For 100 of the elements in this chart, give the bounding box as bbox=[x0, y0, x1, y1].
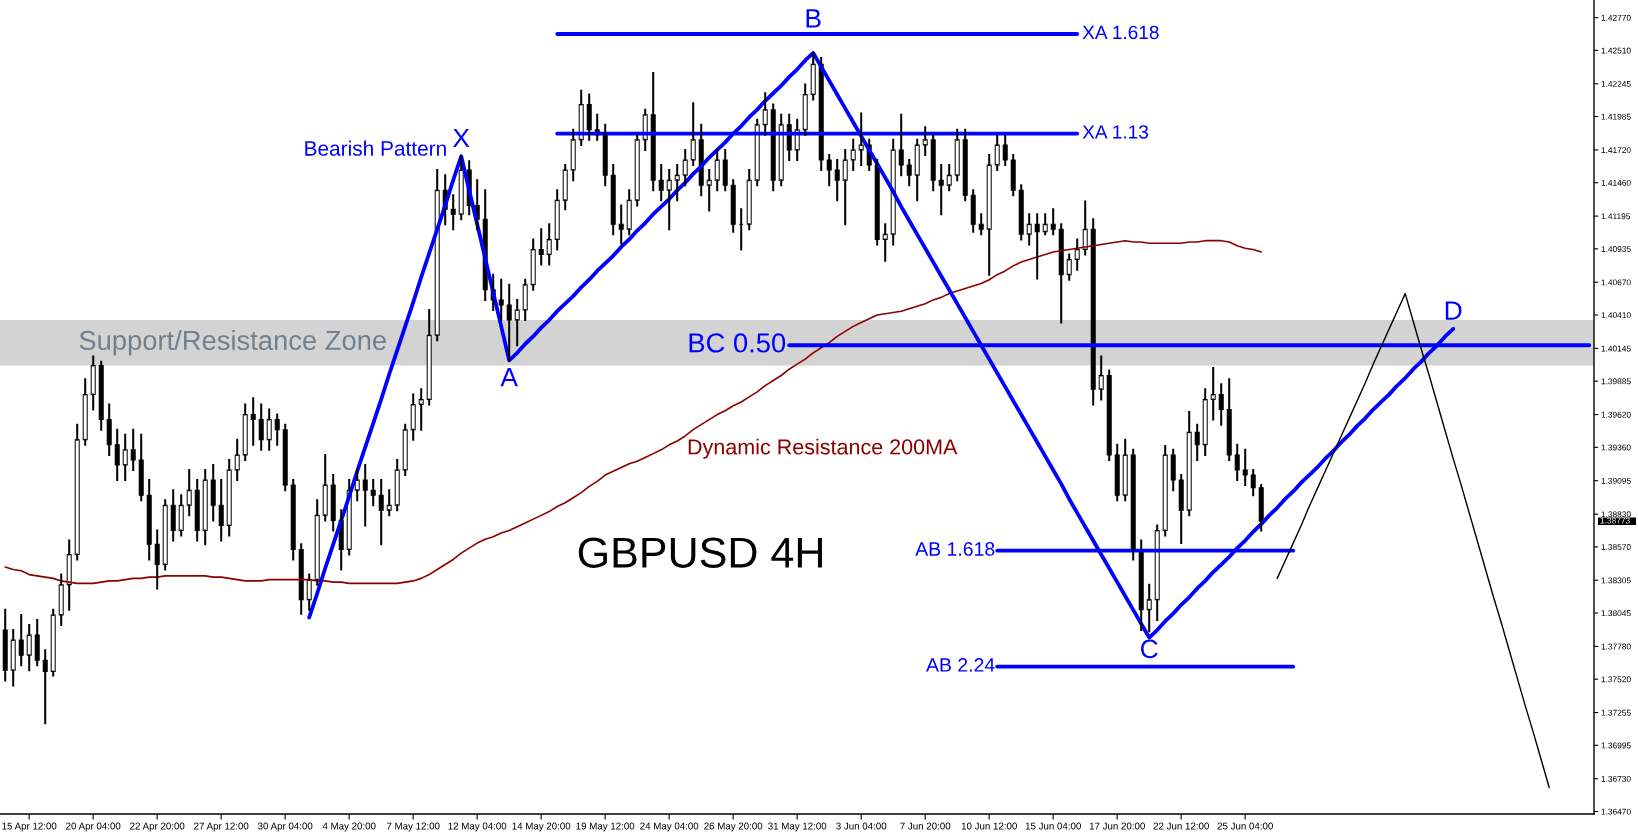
candlestick bbox=[602, 123, 608, 187]
candlestick bbox=[1146, 583, 1152, 633]
candlestick bbox=[306, 573, 312, 611]
text: 1.38773 bbox=[1600, 517, 1630, 524]
candlestick bbox=[162, 499, 168, 571]
candlestick bbox=[1170, 448, 1176, 492]
candlestick bbox=[434, 169, 440, 342]
candlestick bbox=[1242, 448, 1248, 487]
series-label: BC 0.50 bbox=[689, 333, 786, 353]
x-tick-label: 22 Jun 12:00 bbox=[1153, 822, 1209, 830]
candlestick bbox=[82, 378, 88, 446]
candlestick bbox=[154, 529, 160, 590]
candlestick bbox=[66, 539, 72, 611]
candlestick bbox=[242, 403, 248, 461]
candlestick bbox=[930, 133, 936, 192]
candlestick bbox=[690, 102, 696, 167]
candlestick bbox=[1090, 218, 1096, 406]
candlestick bbox=[1258, 484, 1264, 532]
x-tick-label: 31 May 12:00 bbox=[768, 822, 827, 832]
candlestick bbox=[522, 278, 528, 322]
candlestick bbox=[954, 128, 960, 182]
y-tick-label: 1.38830 bbox=[1601, 511, 1631, 518]
candlestick bbox=[778, 113, 784, 187]
candlestick bbox=[202, 469, 208, 546]
candlestick bbox=[834, 159, 840, 202]
x-tick-label: 3 Jun 04:00 bbox=[836, 822, 887, 830]
candlestick bbox=[1042, 213, 1048, 236]
candlestick bbox=[970, 189, 976, 233]
candlestick bbox=[458, 155, 464, 221]
x-tick-label: 27 Apr 12:00 bbox=[194, 822, 249, 832]
candlestick bbox=[130, 428, 136, 471]
y-tick-label: 1.39885 bbox=[1601, 378, 1631, 385]
candlestick bbox=[290, 479, 296, 561]
candlestick bbox=[666, 169, 672, 231]
candlestick bbox=[282, 423, 288, 492]
candlestick bbox=[178, 494, 184, 537]
y-tick-label: 1.41195 bbox=[1601, 213, 1631, 220]
candlestick bbox=[266, 408, 272, 451]
x-tick-label: 26 May 20:00 bbox=[704, 822, 763, 832]
candlestick bbox=[714, 148, 720, 192]
y-tick-label: 1.40145 bbox=[1601, 345, 1631, 352]
candlestick bbox=[402, 423, 408, 477]
candlestick bbox=[890, 138, 896, 246]
candlestick bbox=[754, 118, 760, 187]
candlestick bbox=[322, 453, 328, 522]
x-tick-label: 7 May 12:00 bbox=[386, 822, 440, 832]
candlestick bbox=[2, 608, 8, 682]
candlestick bbox=[1018, 184, 1024, 241]
candlestick bbox=[506, 283, 512, 362]
candlestick bbox=[274, 413, 280, 446]
y-tick-label: 1.41720 bbox=[1601, 147, 1631, 154]
candlestick bbox=[226, 458, 232, 537]
candlestick bbox=[298, 543, 304, 615]
y-tick-label: 1.37780 bbox=[1601, 643, 1631, 650]
y-tick-label: 1.38570 bbox=[1601, 544, 1631, 550]
candlestick bbox=[218, 479, 224, 542]
x-tick-label: 24 May 04:00 bbox=[640, 822, 699, 832]
candlestick bbox=[378, 479, 384, 546]
x-tick-label: 19 May 12:00 bbox=[576, 822, 635, 832]
y-tick-label: 1.40935 bbox=[1601, 246, 1631, 252]
candlestick bbox=[1058, 223, 1064, 324]
y-tick-label: 1.41460 bbox=[1601, 179, 1631, 186]
x-tick-label: 12 May 04:00 bbox=[448, 822, 507, 832]
annotation: X bbox=[452, 128, 470, 148]
candlestick bbox=[1026, 213, 1032, 246]
candlestick bbox=[258, 403, 264, 451]
x-tick-label: 10 Jun 12:00 bbox=[961, 822, 1017, 830]
candlestick bbox=[570, 128, 576, 182]
candlestick bbox=[1202, 388, 1208, 456]
candlestick bbox=[762, 92, 768, 136]
candlestick bbox=[1010, 153, 1016, 197]
candlestick bbox=[1226, 378, 1232, 461]
x-tick-label: 4 May 20:00 bbox=[322, 822, 376, 832]
candlestick bbox=[122, 433, 128, 482]
candlestick bbox=[946, 164, 952, 192]
candlestick bbox=[50, 608, 56, 677]
candlestick bbox=[514, 298, 520, 347]
candlestick bbox=[114, 428, 120, 482]
annotation: A bbox=[500, 368, 518, 387]
y-tick-label: 1.36470 bbox=[1601, 808, 1631, 815]
candlestick bbox=[146, 479, 152, 561]
candlestick bbox=[10, 629, 16, 687]
candlestick bbox=[138, 433, 144, 502]
candlestick bbox=[1218, 383, 1224, 426]
x-tick-label: 30 Apr 04:00 bbox=[258, 822, 313, 832]
candlestick bbox=[26, 623, 32, 672]
y-tick-label: 1.38305 bbox=[1601, 577, 1631, 584]
candlestick bbox=[722, 148, 728, 192]
series-label: Bearish Pattern bbox=[305, 140, 446, 156]
candlestick bbox=[858, 112, 864, 167]
y-tick-label: 1.40670 bbox=[1601, 279, 1631, 286]
candlestick bbox=[210, 463, 216, 522]
band-label: Support/Resistance Zone bbox=[79, 329, 386, 356]
candlestick bbox=[234, 438, 240, 482]
line-series bbox=[1276, 292, 1550, 789]
candlestick bbox=[426, 308, 432, 406]
candlestick bbox=[730, 179, 736, 233]
candlestick bbox=[682, 148, 688, 187]
candlestick bbox=[1074, 238, 1080, 271]
annotation: C bbox=[1141, 639, 1158, 659]
